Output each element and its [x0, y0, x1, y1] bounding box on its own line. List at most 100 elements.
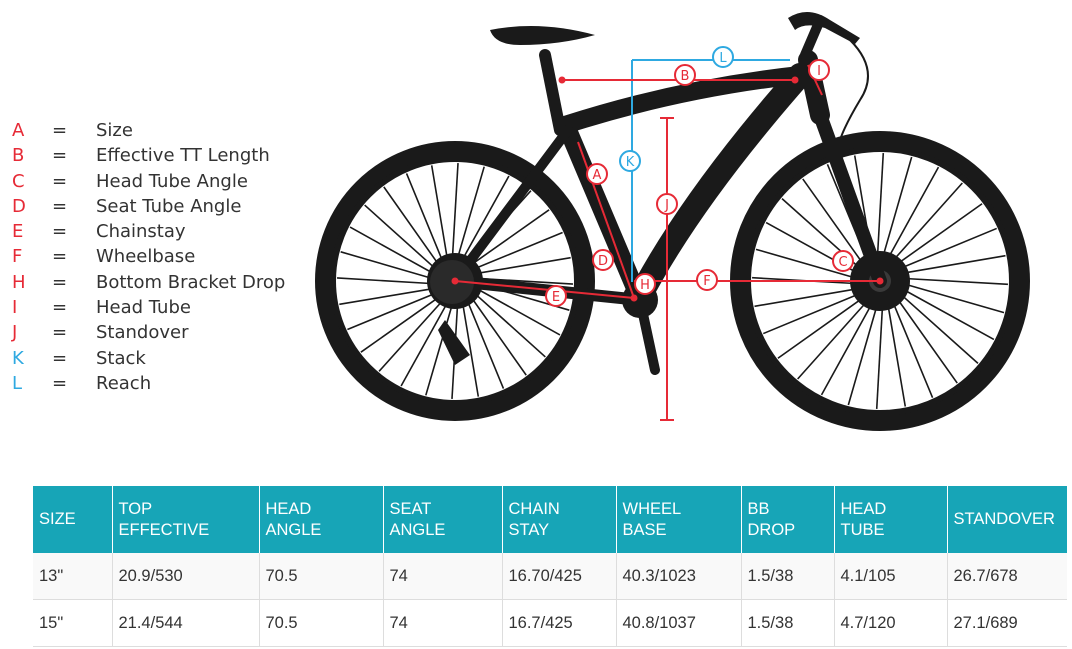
- legend-letter: J: [12, 322, 18, 344]
- legend-letter: L: [12, 372, 23, 394]
- legend-letter: E: [12, 221, 24, 243]
- spoke: [400, 294, 453, 387]
- table-row: 15" 21.4/544 70.5 74 16.7/425 40.8/1037 1.5/38…: [33, 599, 1067, 647]
- spoke: [875, 294, 884, 410]
- column-header-line: BB: [747, 499, 770, 518]
- marker-label: J: [664, 198, 669, 213]
- legend-equals: =: [52, 120, 68, 141]
- legend-equals: =: [52, 195, 68, 217]
- column-header-line: STAY: [508, 520, 550, 539]
- table-row: 13" 20.9/530 70.5 74 16.70/425 40.3/1023 1.5/3…: [33, 553, 1067, 600]
- marker-label: A: [593, 168, 602, 183]
- spoke: [349, 226, 442, 279]
- legend-letter: C: [12, 170, 25, 192]
- spoke: [360, 291, 447, 353]
- legend-equals: =: [52, 297, 68, 319]
- spoke: [876, 152, 885, 268]
- spoke: [754, 286, 868, 308]
- table-cell: 26.7/678: [947, 553, 1067, 600]
- marker-f: F: [696, 269, 718, 291]
- legend-label: Stack: [96, 347, 146, 369]
- spoke: [882, 166, 940, 268]
- column-header-line: ANGLE: [389, 520, 446, 539]
- table-header-row: SIZE TOP EFFECTIVE HEAD ANGLE SEAT ANGLE CHAIN S…: [33, 486, 1067, 553]
- spoke: [340, 251, 442, 282]
- measure-lines: [454, 59, 880, 421]
- legend-label: Bottom Bracket Drop: [96, 271, 286, 293]
- legend-equals: =: [52, 271, 68, 293]
- table-cell: 40.8/1037: [616, 599, 742, 647]
- table-cell: 40.3/1023: [616, 553, 742, 600]
- legend-letter: K: [12, 347, 24, 369]
- table-cell: 21.4/544: [112, 599, 260, 647]
- spoke: [454, 166, 485, 268]
- spoke: [460, 293, 480, 397]
- marker-label: C: [838, 255, 847, 270]
- spoke: [347, 288, 445, 331]
- table-cell: 4.1/105: [834, 553, 948, 600]
- legend-label: Head Tube Angle: [96, 170, 248, 192]
- marker-label: H: [640, 278, 650, 293]
- spoke: [364, 204, 443, 276]
- legend-equals: =: [52, 347, 68, 369]
- spoke: [892, 254, 1006, 276]
- spoke: [425, 294, 456, 396]
- column-header-line: SEAT: [389, 499, 432, 518]
- spoke: [797, 293, 875, 380]
- column-header-line: DROP: [747, 520, 796, 539]
- legend-label: Chainstay: [96, 221, 186, 243]
- table-cell: 13": [33, 553, 113, 600]
- column-header: HEAD ANGLE: [259, 486, 384, 553]
- marker-i: I: [808, 59, 830, 81]
- column-header-line: EFFECTIVE: [118, 520, 210, 539]
- legend-label: Head Tube: [96, 297, 191, 319]
- marker-label: F: [703, 274, 710, 289]
- marker-l: L: [712, 46, 734, 68]
- spoke: [468, 283, 561, 336]
- marker-k: K: [619, 150, 641, 172]
- spoke: [430, 165, 450, 269]
- spoke: [755, 248, 867, 282]
- spoke: [378, 293, 450, 372]
- column-header-line: CHAIN: [508, 499, 560, 518]
- table-cell: 74: [383, 553, 503, 600]
- column-header-line: TUBE: [840, 520, 885, 539]
- table-cell: 16.7/425: [502, 599, 617, 647]
- marker-label: D: [598, 254, 608, 269]
- column-header-line: TOP: [118, 499, 153, 518]
- marker-label: L: [719, 51, 727, 66]
- spoke: [383, 186, 445, 273]
- table-cell: 70.5: [259, 599, 384, 647]
- spoke: [885, 293, 907, 407]
- marker-j: J: [656, 193, 678, 215]
- bike-geometry-diagram: L B I A K J D C H F E: [315, 11, 1030, 431]
- table-cell: 1.5/38: [741, 599, 835, 647]
- legend-equals: =: [52, 322, 68, 344]
- spoke: [892, 286, 979, 364]
- brake-cable: [839, 39, 869, 141]
- table-cell: 1.5/38: [741, 553, 835, 600]
- marker-c: C: [832, 250, 854, 272]
- spoke: [467, 286, 546, 358]
- spoke: [465, 289, 527, 376]
- legend-label: Size: [96, 120, 133, 141]
- spoke: [462, 291, 505, 389]
- column-header: SEAT ANGLE: [383, 486, 503, 553]
- spoke: [893, 277, 1009, 286]
- spoke: [888, 203, 983, 271]
- column-header-line: ANGLE: [265, 520, 322, 539]
- spoke: [457, 175, 510, 268]
- marker-label: B: [681, 69, 690, 84]
- spoke: [820, 294, 878, 396]
- marker-a: A: [586, 163, 608, 185]
- legend-label: Reach: [96, 372, 152, 394]
- marker-label: K: [626, 155, 635, 170]
- marker-b: B: [674, 64, 696, 86]
- spoke: [885, 182, 963, 269]
- spoke: [777, 291, 872, 359]
- legend-letter: H: [12, 271, 26, 293]
- spoke: [405, 173, 448, 271]
- geometry-table: SIZE TOP EFFECTIVE HEAD ANGLE SEAT ANGLE CHAIN S…: [33, 486, 1067, 647]
- spoke: [847, 294, 881, 406]
- marker-d: D: [592, 249, 614, 271]
